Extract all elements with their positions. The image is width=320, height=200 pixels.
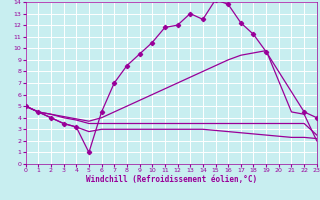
X-axis label: Windchill (Refroidissement éolien,°C): Windchill (Refroidissement éolien,°C) xyxy=(86,175,257,184)
